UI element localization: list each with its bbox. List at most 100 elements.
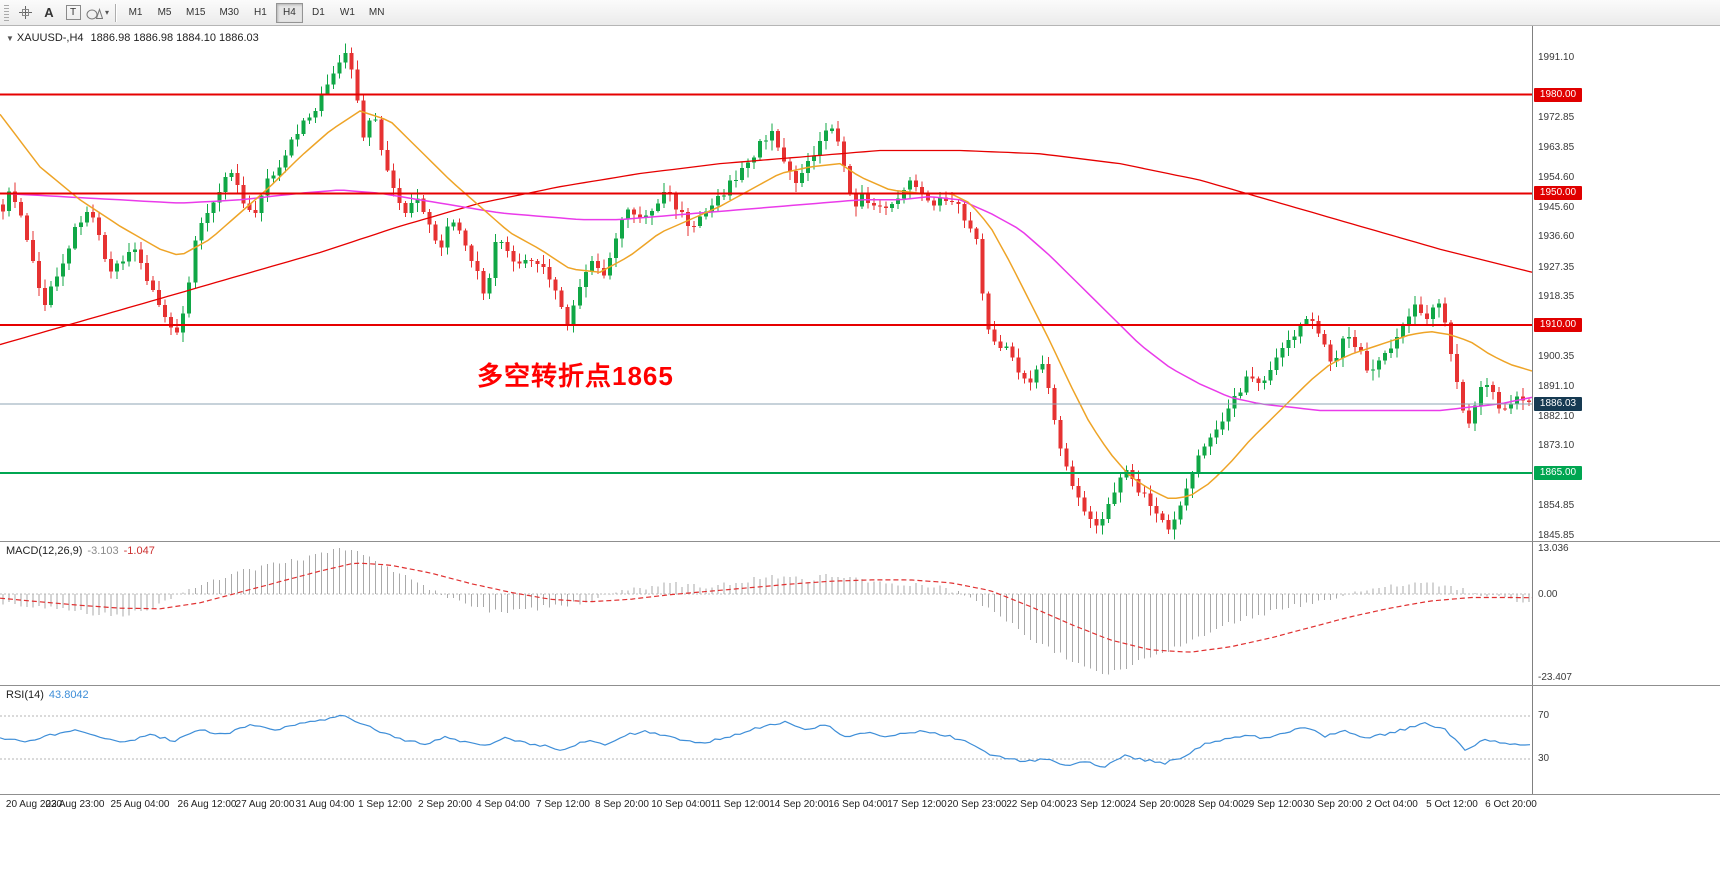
rsi-axis-border [1532, 686, 1533, 794]
toolbar-separator [115, 3, 117, 22]
date-axis-label: 1 Sep 12:00 [358, 799, 412, 810]
price-axis-label: 1845.85 [1538, 530, 1575, 541]
price-axis: 1991.10 1972.85 1963.85 1954.60 1945.60 1936.… [1533, 26, 1720, 541]
price-axis-label: 1891.10 [1538, 381, 1575, 393]
macd-axis-border [1532, 542, 1533, 685]
macd-axis-label: 13.036 [1538, 542, 1569, 554]
chart-annotation-text: 多空转折点1865 [477, 361, 674, 391]
candlestick-series [1, 43, 1531, 540]
date-axis-label: 7 Sep 12:00 [536, 799, 590, 810]
macd-header: MACD(12,26,9) -3.103 -1.047 [6, 545, 155, 557]
timeframe-button-h4[interactable]: H4 [275, 2, 303, 23]
rsi-label: RSI(14) [6, 689, 44, 701]
macd-histogram [2, 547, 1530, 675]
rsi-line [0, 714, 1531, 768]
date-axis-label: 8 Sep 20:00 [595, 799, 649, 810]
price-axis-label: 1963.85 [1538, 141, 1575, 153]
date-axis-label: 29 Sep 12:00 [1243, 799, 1303, 810]
shapes-tool-button[interactable]: ▾ [85, 2, 110, 24]
date-axis-label: 2 Oct 04:00 [1366, 799, 1418, 810]
text-label-tool-button[interactable]: T [61, 2, 85, 24]
timeframe-button-h1[interactable]: H1 [247, 3, 274, 23]
date-axis-label: 20 Sep 23:00 [947, 799, 1007, 810]
timeframe-button-m30[interactable]: M30 [213, 3, 244, 23]
rsi-axis-label: 30 [1538, 753, 1550, 764]
timeframe-group: M1 M5 M15 M30 H1 H4 D1 W1 MN [121, 2, 391, 23]
symbol-timeframe-label: XAUUSD-,H4 [16, 32, 84, 44]
dropdown-caret-icon: ▾ [105, 8, 110, 17]
rsi-panel[interactable]: RSI(14) 43.8042 70 30 [0, 686, 1720, 795]
price-axis-label: 1972.85 [1538, 112, 1575, 124]
date-axis-label: 6 Oct 20:00 [1485, 799, 1537, 810]
price-level-badge: 1910.00 [1534, 317, 1582, 332]
shapes-icon [86, 7, 103, 19]
toolbar: A T ▾ M1 M5 M15 M30 H1 H4 D1 W1 MN [0, 0, 1720, 26]
date-axis-label: 27 Aug 20:00 [235, 799, 295, 810]
price-axis-label: 1918.35 [1538, 291, 1575, 303]
timeframe-button-m5[interactable]: M5 [151, 3, 178, 23]
price-chart-canvas[interactable] [0, 26, 1532, 542]
macd-panel[interactable]: MACD(12,26,9) -3.103 -1.047 13.036 0.00 -23.… [0, 542, 1720, 686]
current-price-badge: 1886.03 [1534, 396, 1582, 411]
date-axis-label: 14 Sep 20:00 [769, 799, 829, 810]
date-axis-label: 31 Aug 04:00 [295, 799, 355, 810]
date-axis-label: 16 Sep 04:00 [828, 799, 888, 810]
text-label-icon: T [65, 5, 81, 20]
macd-axis-label: 0.00 [1538, 589, 1558, 600]
date-axis-label: 26 Aug 12:00 [177, 799, 237, 810]
macd-signal-line [0, 562, 1532, 653]
date-axis-label: 22 Sep 04:00 [1006, 799, 1066, 810]
date-axis-label: 5 Oct 12:00 [1426, 799, 1478, 810]
date-axis-label: 30 Sep 20:00 [1303, 799, 1363, 810]
macd-canvas [0, 547, 1532, 675]
price-axis-label: 1991.10 [1538, 52, 1575, 63]
ma-mid-line [0, 189, 1532, 412]
timeframe-button-d1[interactable]: D1 [305, 3, 332, 23]
text-tool-button[interactable]: A [37, 2, 61, 24]
timeframe-button-m1[interactable]: M1 [122, 3, 149, 23]
timeframe-button-w1[interactable]: W1 [334, 3, 361, 23]
date-axis-label: 4 Sep 04:00 [476, 799, 530, 810]
timeframe-button-m15[interactable]: M15 [180, 3, 211, 23]
price-axis-label: 1873.10 [1538, 440, 1575, 452]
price-axis-label: 1900.35 [1538, 350, 1575, 362]
rsi-axis: 70 30 [1533, 686, 1720, 794]
macd-label: MACD(12,26,9) [6, 545, 83, 557]
date-axis-label: 23 Aug 23:00 [45, 799, 105, 810]
date-axis-label: 10 Sep 04:00 [651, 799, 711, 810]
main-chart-panel[interactable]: ▼ XAUUSD-,H4 1886.98 1886.98 1884.10 1886.… [0, 26, 1720, 542]
price-axis-label: 1927.35 [1538, 261, 1575, 273]
toolbar-grip[interactable] [4, 4, 9, 21]
date-axis-label: 20 Aug 2020 [5, 799, 63, 810]
rsi-axis-label: 70 [1538, 710, 1550, 721]
text-tool-icon: A [44, 5, 54, 20]
price-axis-label: 1945.60 [1538, 201, 1575, 213]
crosshair-icon [18, 6, 32, 19]
crosshair-tool-button[interactable] [13, 2, 37, 24]
date-axis-label: 2 Sep 20:00 [418, 799, 472, 810]
price-level-badge: 1865.00 [1534, 465, 1582, 480]
price-axis-border [1532, 26, 1533, 541]
price-level-badge: 1950.00 [1534, 186, 1582, 201]
ohlc-values: 1886.98 1886.98 1884.10 1886.03 [90, 32, 259, 44]
date-axis-label: 17 Sep 12:00 [887, 799, 947, 810]
price-axis-label: 1882.10 [1538, 410, 1575, 422]
price-axis-label: 1954.60 [1538, 172, 1575, 184]
macd-axis-label: -23.407 [1538, 671, 1572, 683]
price-axis-label: 1936.60 [1538, 231, 1575, 243]
rsi-header: RSI(14) 43.8042 [6, 689, 89, 701]
date-axis[interactable]: 20 Aug 2020 23 Aug 23:00 25 Aug 04:00 26 Au… [0, 795, 1720, 815]
price-level-badge: 1980.00 [1534, 87, 1582, 102]
date-axis-label: 23 Sep 12:00 [1066, 799, 1126, 810]
rsi-canvas [0, 714, 1532, 768]
macd-signal-value: -1.047 [123, 545, 155, 557]
macd-axis: 13.036 0.00 -23.407 [1533, 542, 1720, 685]
macd-main-value: -3.103 [87, 545, 119, 557]
ma-slow-line [0, 149, 1532, 346]
timeframe-button-mn[interactable]: MN [363, 3, 391, 23]
rsi-value: 43.8042 [48, 689, 89, 701]
symbol-expand-icon[interactable]: ▼ [6, 34, 14, 43]
date-axis-label: 11 Sep 12:00 [710, 799, 770, 810]
date-axis-label: 28 Sep 04:00 [1184, 799, 1244, 810]
